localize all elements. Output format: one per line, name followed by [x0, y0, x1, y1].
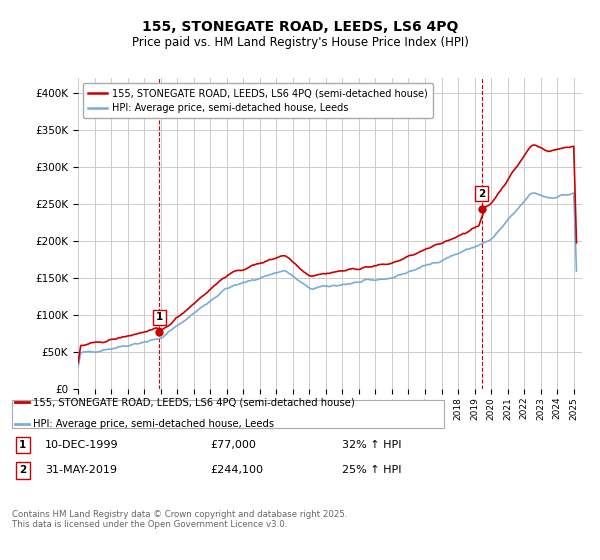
Text: £244,100: £244,100: [210, 465, 263, 475]
Text: 32% ↑ HPI: 32% ↑ HPI: [342, 440, 401, 450]
Text: 2: 2: [478, 189, 485, 199]
Text: Contains HM Land Registry data © Crown copyright and database right 2025.
This d: Contains HM Land Registry data © Crown c…: [12, 510, 347, 529]
Text: 2: 2: [19, 465, 26, 475]
Legend: 155, STONEGATE ROAD, LEEDS, LS6 4PQ (semi-detached house), HPI: Average price, s: 155, STONEGATE ROAD, LEEDS, LS6 4PQ (sem…: [83, 83, 433, 118]
Text: 10-DEC-1999: 10-DEC-1999: [45, 440, 119, 450]
Text: HPI: Average price, semi-detached house, Leeds: HPI: Average price, semi-detached house,…: [33, 419, 274, 430]
Text: 155, STONEGATE ROAD, LEEDS, LS6 4PQ: 155, STONEGATE ROAD, LEEDS, LS6 4PQ: [142, 20, 458, 34]
Text: Price paid vs. HM Land Registry's House Price Index (HPI): Price paid vs. HM Land Registry's House …: [131, 36, 469, 49]
Text: 1: 1: [155, 312, 163, 323]
Text: £77,000: £77,000: [210, 440, 256, 450]
Text: 1: 1: [19, 440, 26, 450]
Text: 25% ↑ HPI: 25% ↑ HPI: [342, 465, 401, 475]
Text: 155, STONEGATE ROAD, LEEDS, LS6 4PQ (semi-detached house): 155, STONEGATE ROAD, LEEDS, LS6 4PQ (sem…: [33, 397, 355, 407]
Text: 31-MAY-2019: 31-MAY-2019: [45, 465, 117, 475]
